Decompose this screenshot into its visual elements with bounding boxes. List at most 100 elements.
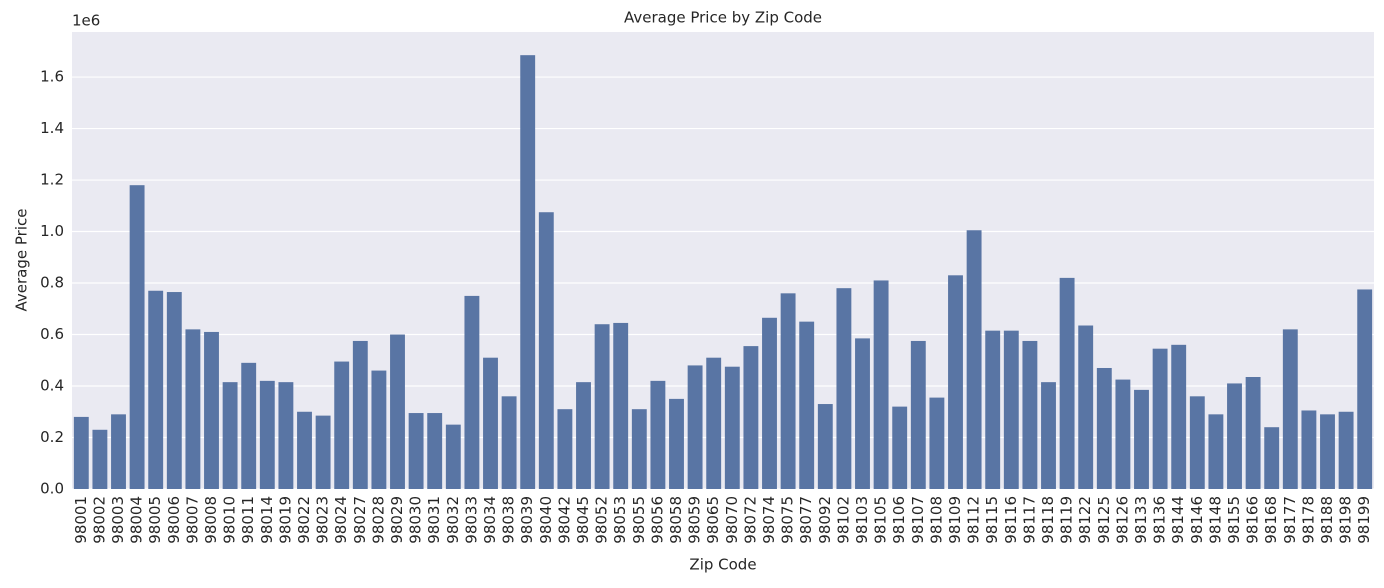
x-tick-label: 98056 xyxy=(648,496,666,544)
x-tick-label: 98177 xyxy=(1281,496,1299,544)
x-tick-label: 98105 xyxy=(872,496,890,544)
x-tick-label: 98010 xyxy=(221,496,239,544)
x-axis-label: Zip Code xyxy=(689,556,756,574)
bar xyxy=(650,380,666,489)
y-tick-label: 1.4 xyxy=(40,119,64,137)
x-tick-label: 98003 xyxy=(109,496,127,544)
x-tick-label: 98148 xyxy=(1206,496,1224,544)
x-tick-label: 98001 xyxy=(72,496,90,544)
y-axis-label: Average Price xyxy=(13,209,31,312)
bar xyxy=(1022,340,1038,489)
bar xyxy=(669,398,684,489)
bar xyxy=(836,288,852,489)
x-tick-label: 98024 xyxy=(332,496,350,544)
x-tick-label: 98107 xyxy=(909,496,927,544)
x-tick-label: 98039 xyxy=(518,496,536,544)
bar xyxy=(1171,344,1187,489)
bar xyxy=(948,275,963,489)
x-tick-label: 98027 xyxy=(351,496,369,544)
x-tick-label: 98144 xyxy=(1169,496,1187,544)
bar xyxy=(892,406,908,489)
bar xyxy=(910,340,926,489)
x-tick-label: 98178 xyxy=(1299,496,1317,544)
y-tick-label: 0.4 xyxy=(40,377,64,395)
bar xyxy=(520,55,536,490)
x-tick-label: 98122 xyxy=(1076,496,1094,544)
x-tick-label: 98188 xyxy=(1318,496,1336,544)
x-tick-label: 98005 xyxy=(146,496,164,544)
x-tick-label: 98125 xyxy=(1095,496,1113,544)
x-tick-label: 98014 xyxy=(258,496,276,544)
x-tick-label: 98033 xyxy=(462,496,480,544)
bar xyxy=(799,321,815,489)
bar xyxy=(985,330,1001,489)
bar xyxy=(762,317,777,489)
bar xyxy=(408,413,424,489)
x-tick-label: 98133 xyxy=(1132,496,1150,544)
bar xyxy=(873,280,889,489)
y-tick-label: 0.0 xyxy=(40,480,64,498)
bar xyxy=(929,397,945,489)
bar xyxy=(1096,367,1112,489)
x-tick-label: 98011 xyxy=(239,496,257,544)
x-tick-label: 98055 xyxy=(630,496,648,544)
x-tick-label: 98077 xyxy=(797,496,815,544)
x-tick-label: 98075 xyxy=(779,496,797,544)
x-tick-label: 98040 xyxy=(537,496,555,544)
x-tick-label: 98199 xyxy=(1355,496,1373,544)
bar xyxy=(129,185,145,490)
bar xyxy=(297,411,312,489)
bar xyxy=(427,413,443,489)
bar xyxy=(1189,396,1205,489)
bar xyxy=(73,416,89,489)
bar xyxy=(1320,414,1335,489)
x-tick-label: 98092 xyxy=(816,496,834,544)
x-tick-label: 98065 xyxy=(704,496,722,544)
x-tick-label: 98042 xyxy=(555,496,573,544)
x-tick-label: 98168 xyxy=(1262,496,1280,544)
x-tick-label: 98136 xyxy=(1151,496,1169,544)
bar xyxy=(1338,411,1354,489)
x-tick-label: 98030 xyxy=(407,496,425,544)
x-tick-label: 98004 xyxy=(128,496,146,544)
bar xyxy=(1357,289,1373,489)
x-tick-label: 98119 xyxy=(1058,496,1076,544)
x-tick-label: 98059 xyxy=(686,496,704,544)
bar xyxy=(817,404,833,489)
y-tick-label: 1.2 xyxy=(40,171,64,189)
bar xyxy=(1115,379,1131,489)
x-tick-label: 98146 xyxy=(1188,496,1206,544)
x-tick-label: 98106 xyxy=(890,496,908,544)
x-tick-label: 98031 xyxy=(425,496,443,544)
x-tick-label: 98028 xyxy=(369,496,387,544)
x-tick-label: 98070 xyxy=(723,496,741,544)
x-tick-label: 98074 xyxy=(760,496,778,544)
bar xyxy=(483,357,498,489)
bar xyxy=(724,366,740,489)
bar xyxy=(445,424,461,489)
bar xyxy=(1245,377,1261,489)
bar xyxy=(1003,330,1019,489)
bar xyxy=(538,212,554,490)
bar xyxy=(92,429,108,489)
x-tick-label: 98002 xyxy=(90,496,108,544)
bar xyxy=(557,409,573,489)
x-tick-label: 98006 xyxy=(165,496,183,544)
bar xyxy=(241,362,257,489)
x-tick-label: 98058 xyxy=(667,496,685,544)
bar xyxy=(204,331,219,489)
x-tick-label: 98166 xyxy=(1244,496,1262,544)
bar xyxy=(1152,348,1168,489)
x-tick-label: 98108 xyxy=(927,496,945,544)
x-tick-label: 98117 xyxy=(1020,496,1038,544)
x-tick-label: 98023 xyxy=(314,496,332,544)
bar xyxy=(334,361,350,489)
x-tick-label: 98038 xyxy=(500,496,518,544)
bar xyxy=(278,382,294,489)
x-tick-label: 98045 xyxy=(574,496,592,544)
x-tick-label: 98109 xyxy=(946,496,964,544)
x-tick-label: 98007 xyxy=(183,496,201,544)
x-tick-label: 98022 xyxy=(295,496,313,544)
bar xyxy=(1059,277,1075,489)
